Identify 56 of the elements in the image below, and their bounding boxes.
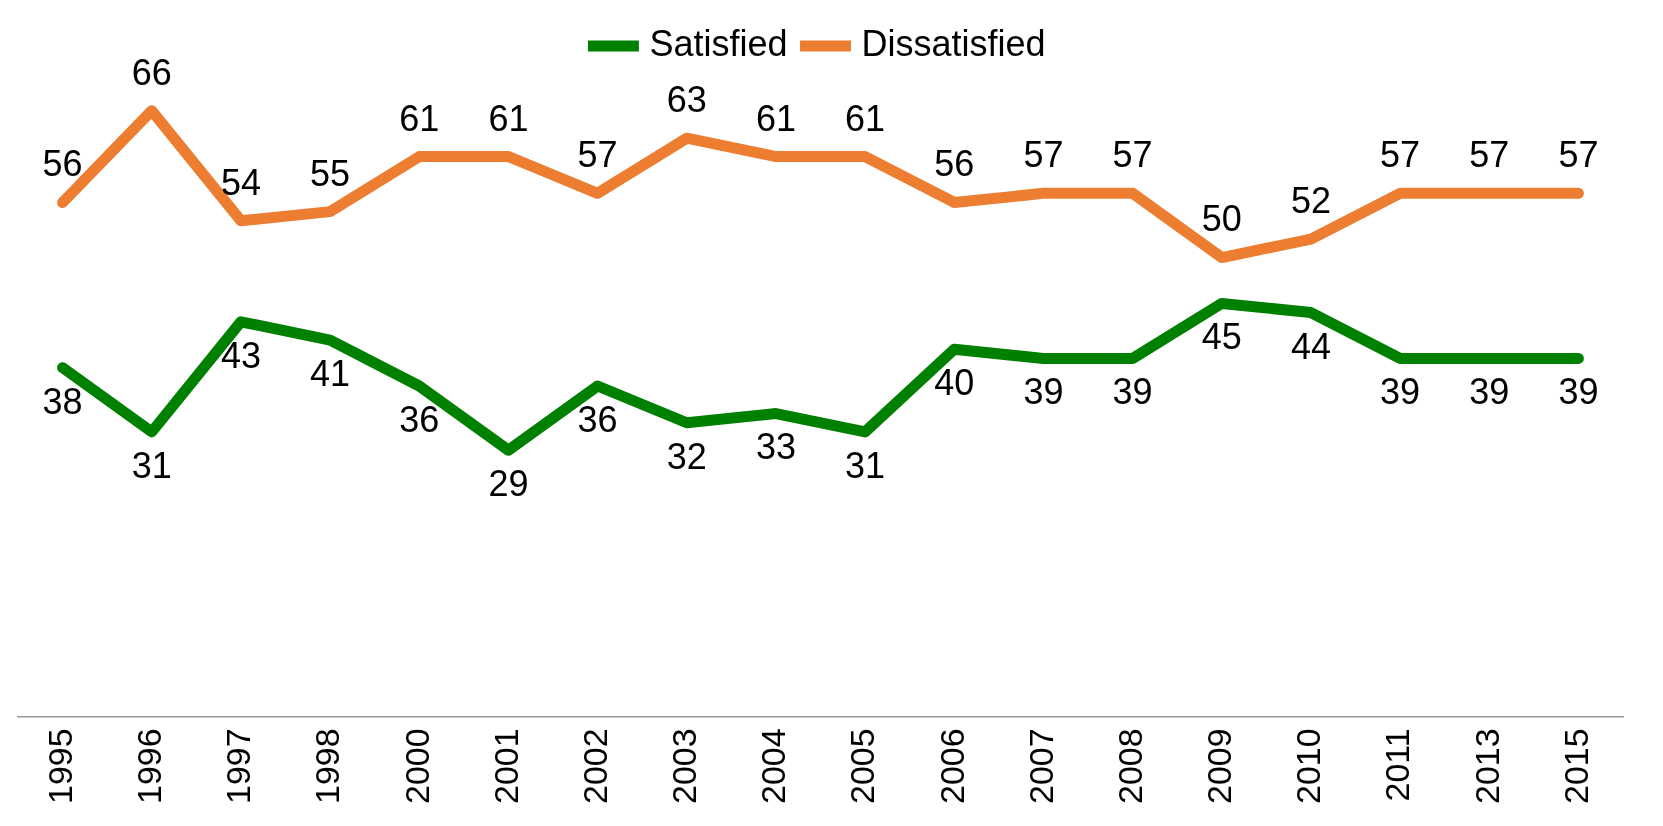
data-label: 50 <box>1201 198 1242 240</box>
x-tick-label: 1995 <box>40 728 79 804</box>
legend-label: Satisfied <box>649 22 788 64</box>
data-label: 40 <box>934 362 975 404</box>
data-label: 56 <box>934 143 975 185</box>
data-label: 57 <box>1023 134 1064 176</box>
data-label: 57 <box>577 134 618 176</box>
data-label: 52 <box>1290 180 1331 222</box>
x-tick-label: 2009 <box>1200 728 1239 804</box>
data-label: 57 <box>1380 134 1421 176</box>
x-tick-label: 2006 <box>932 728 971 804</box>
data-label: 39 <box>1380 371 1421 413</box>
data-label: 63 <box>666 79 707 121</box>
data-label: 61 <box>488 97 529 139</box>
x-tick-label: 2015 <box>1556 728 1595 804</box>
data-label: 61 <box>399 97 440 139</box>
x-tick-label: 2002 <box>575 728 614 804</box>
x-tick-label: 1996 <box>130 728 169 804</box>
data-label: 44 <box>1290 325 1331 367</box>
data-label: 32 <box>666 435 707 477</box>
data-label: 39 <box>1023 371 1064 413</box>
x-tick-label: 2011 <box>1378 728 1417 802</box>
data-label: 61 <box>755 97 796 139</box>
x-tick-label: 2003 <box>665 728 704 804</box>
data-label: 31 <box>845 444 886 486</box>
x-tick-label: 2000 <box>397 728 436 804</box>
x-tick-label: 2008 <box>1110 728 1149 804</box>
data-label: 61 <box>845 97 886 139</box>
data-label: 33 <box>755 426 796 468</box>
data-label: 29 <box>488 463 529 505</box>
x-tick-label: 2005 <box>843 728 882 804</box>
data-label: 43 <box>220 334 261 376</box>
data-label: 56 <box>42 143 83 185</box>
x-tick-label: 1997 <box>219 728 258 804</box>
data-label: 39 <box>1469 371 1510 413</box>
x-tick-label: 2010 <box>1289 728 1328 804</box>
data-label: 57 <box>1558 134 1599 176</box>
x-tick-label: 2004 <box>754 728 793 804</box>
data-label: 45 <box>1201 316 1242 358</box>
data-label: 41 <box>310 353 351 395</box>
data-label: 36 <box>399 398 440 440</box>
data-label: 38 <box>42 380 83 422</box>
data-label: 39 <box>1558 371 1599 413</box>
data-label: 39 <box>1112 371 1153 413</box>
data-label: 31 <box>131 444 172 486</box>
data-label: 66 <box>131 51 172 93</box>
data-label: 36 <box>577 398 618 440</box>
x-tick-label: 2001 <box>486 728 525 804</box>
x-tick-label: 1998 <box>308 728 347 804</box>
x-tick-label: 2013 <box>1467 728 1506 804</box>
x-tick-label: 2007 <box>1021 728 1060 804</box>
data-label: 57 <box>1469 134 1510 176</box>
data-label: 55 <box>310 152 351 194</box>
data-label: 57 <box>1112 134 1153 176</box>
legend-label: Dissatisfied <box>861 22 1046 64</box>
data-label: 54 <box>220 161 261 203</box>
